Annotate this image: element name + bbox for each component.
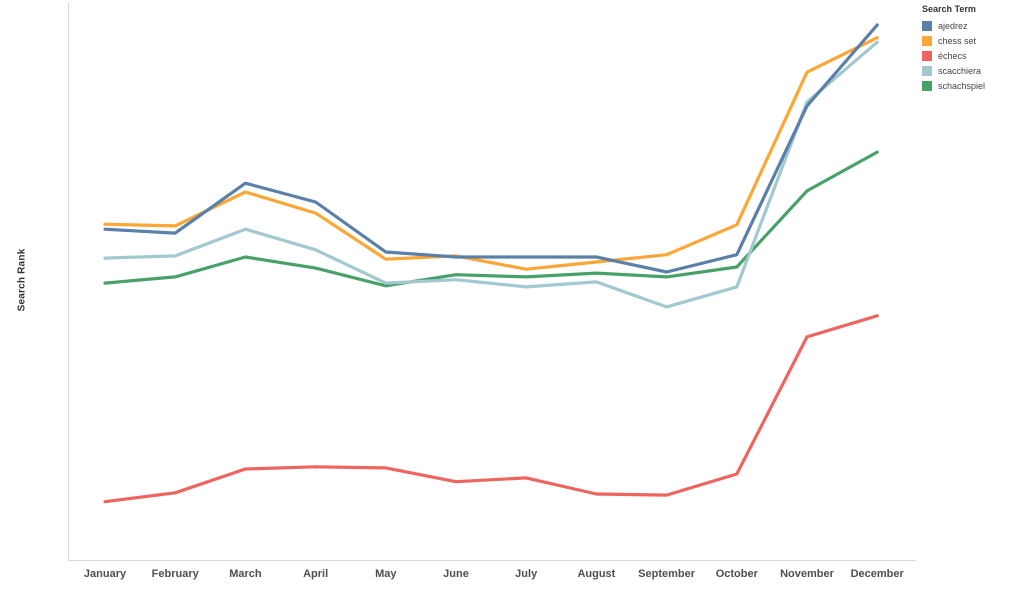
legend-label-scacchiera: scacchiera xyxy=(938,65,982,76)
x-tick-december: December xyxy=(850,568,904,580)
legend-title: Search Term xyxy=(922,4,976,14)
x-tick-march: March xyxy=(229,568,262,580)
legend-item-echecs[interactable]: échecs xyxy=(922,48,985,63)
x-tick-november: November xyxy=(780,568,834,580)
x-tick-july: July xyxy=(515,568,538,580)
legend-item-ajedrez[interactable]: ajedrez xyxy=(922,18,985,33)
x-tick-october: October xyxy=(715,568,758,580)
legend-swatch-echecs xyxy=(922,50,932,61)
line-echecs[interactable] xyxy=(103,314,879,504)
legend-item-chess-set[interactable]: chess set xyxy=(922,33,985,48)
x-tick-january: January xyxy=(83,568,127,580)
x-tick-april: April xyxy=(303,568,329,580)
legend-swatch-schachspiel xyxy=(922,80,932,91)
legend-item-scacchiera[interactable]: scacchiera xyxy=(922,63,985,78)
x-tick-february: February xyxy=(151,568,199,580)
legend-label-chess-set: chess set xyxy=(938,35,977,46)
legend-label-echecs: échecs xyxy=(938,50,967,61)
legend-swatch-scacchiera xyxy=(922,65,932,76)
legend-label-ajedrez: ajedrez xyxy=(938,20,968,31)
x-tick-may: May xyxy=(375,568,397,580)
legend-item-schachspiel[interactable]: schachspiel xyxy=(922,78,985,93)
line-chess-set[interactable] xyxy=(103,36,879,271)
legend-swatch-chess-set xyxy=(922,35,932,46)
line-ajedrez[interactable] xyxy=(103,23,879,274)
y-axis-line xyxy=(68,2,69,560)
line-scacchiera[interactable] xyxy=(103,40,879,309)
x-tick-september: September xyxy=(638,568,696,580)
legend: Search Term ajedrez chess set échecs scacch… xyxy=(922,4,985,93)
x-tick-august: August xyxy=(577,568,616,580)
legend-label-schachspiel: schachspiel xyxy=(938,80,986,91)
legend-items: ajedrez chess set échecs scacchiera schachsp… xyxy=(922,18,985,93)
x-tick-june: June xyxy=(443,568,469,580)
x-axis-line xyxy=(68,560,916,561)
legend-swatch-ajedrez xyxy=(922,20,932,31)
